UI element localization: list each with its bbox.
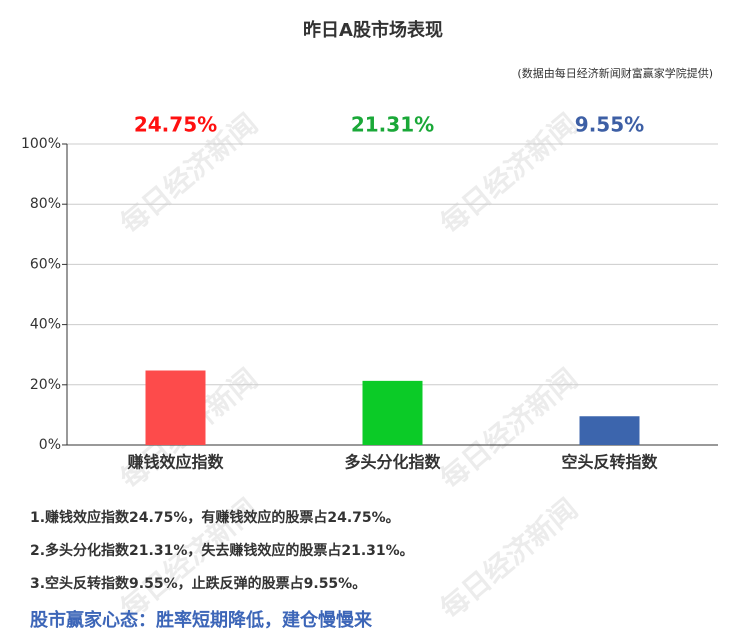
note: 3.空头反转指数9.55%，止跌反弹的股票占9.55%。 [30,575,366,592]
y-tick-label: 80% [30,196,61,212]
x-tick-label: 赚钱效应指数 [126,453,224,472]
conclusion: 股市赢家心态：胜率短期降低，建仓慢慢来 [29,609,373,631]
y-tick-label: 20% [30,377,61,393]
chart-title: 昨日A股市场表现 [303,19,443,41]
x-tick-label: 空头反转指数 [561,453,658,472]
y-tick-label: 40% [30,317,61,333]
value-label: 9.55% [575,113,644,137]
bar [362,380,423,445]
value-label: 21.31% [351,113,434,137]
note: 2.多头分化指数21.31%，失去赚钱效应的股票占21.31%。 [30,542,414,559]
y-tick-label: 100% [21,136,61,152]
y-tick-label: 60% [30,256,61,272]
x-tick-label: 多头分化指数 [344,453,441,472]
y-tick-label: 0% [39,437,61,453]
bar [145,370,206,445]
chart-subtitle: (数据由每日经济新闻财富赢家学院提供) [517,66,713,80]
value-label: 24.75% [134,113,217,137]
bar [579,416,640,445]
note: 1.赚钱效应指数24.75%，有赚钱效应的股票占24.75%。 [30,509,400,526]
